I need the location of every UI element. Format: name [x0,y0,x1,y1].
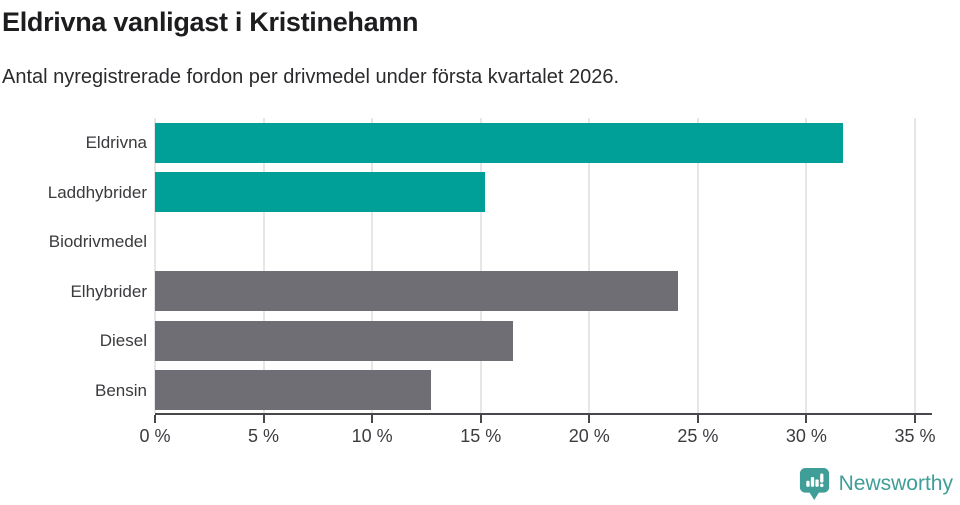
chart-subtitle: Antal nyregistrerade fordon per drivmede… [2,66,620,88]
gridline [696,118,699,413]
x-tick-mark [154,415,156,423]
gridline [588,118,591,413]
bar-elhybrider [155,271,679,312]
x-tick-label: 5 % [248,426,280,446]
x-tick-label: 35 % [894,426,936,446]
category-label: Elhybrider [70,281,147,301]
category-label: Diesel [99,331,147,350]
bar-bensin [155,370,431,411]
x-tick-label: 25 % [677,426,719,446]
x-tick-mark [262,415,265,423]
x-tick-mark [588,415,591,423]
x-tick-mark [479,415,482,423]
x-tick-label: 0 % [139,426,171,446]
gridline [154,118,156,413]
bar-diesel [155,320,514,361]
newsworthy-wordmark: Newsworthy [838,472,953,495]
x-tick-label: 10 % [351,426,393,446]
category-label: Eldrivna [85,133,147,152]
chart-title: Eldrivna vanligast i Kristinehamn [2,7,419,37]
x-tick-mark [371,415,374,423]
category-label: Laddhybrider [47,182,147,202]
x-tick-mark [914,415,916,423]
category-label: Bensin [95,380,147,400]
gridline [371,118,374,413]
bar-eldrivna [155,122,844,163]
newsworthy-logo: Newsworthy [799,467,953,501]
x-tick-label: 15 % [460,426,502,446]
bar-laddhybrider [155,172,486,213]
x-tick-label: 30 % [785,426,827,446]
gridline [479,118,482,413]
x-tick-mark [696,415,699,423]
newsworthy-icon [799,467,830,501]
plot-area: 0 % 5 % 10 % 15 % 20 % 25 % 30 % 35 % [139,118,936,446]
gridline [914,118,916,413]
x-tick-mark [805,415,808,423]
gridline [805,118,808,413]
category-label: Biodrivmedel [48,232,147,251]
x-tick-label: 20 % [568,426,610,446]
bar-chart: 0 % 5 % 10 % 15 % 20 % 25 % 30 % 35 % Eldrivna L… [0,118,936,446]
gridline [262,118,265,413]
chart-header: Eldrivna vanligast i Kristinehamn Antal … [0,0,960,89]
